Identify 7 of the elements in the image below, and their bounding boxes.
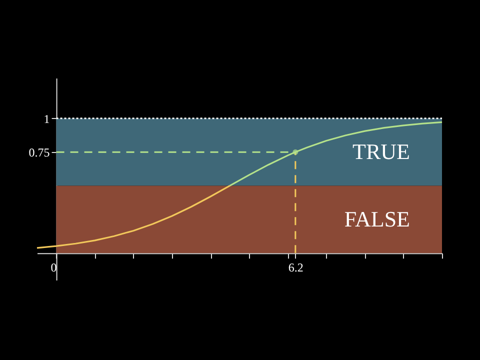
x-tick-label: 0 [50,260,57,275]
band-label: FALSE [344,206,410,232]
y-tick-label: 0.75 [28,146,50,160]
band-label: TRUE [352,139,410,164]
y-tick-label: 1 [44,112,50,126]
line-series [36,184,231,249]
x-tick-label: 6.2 [288,260,304,275]
